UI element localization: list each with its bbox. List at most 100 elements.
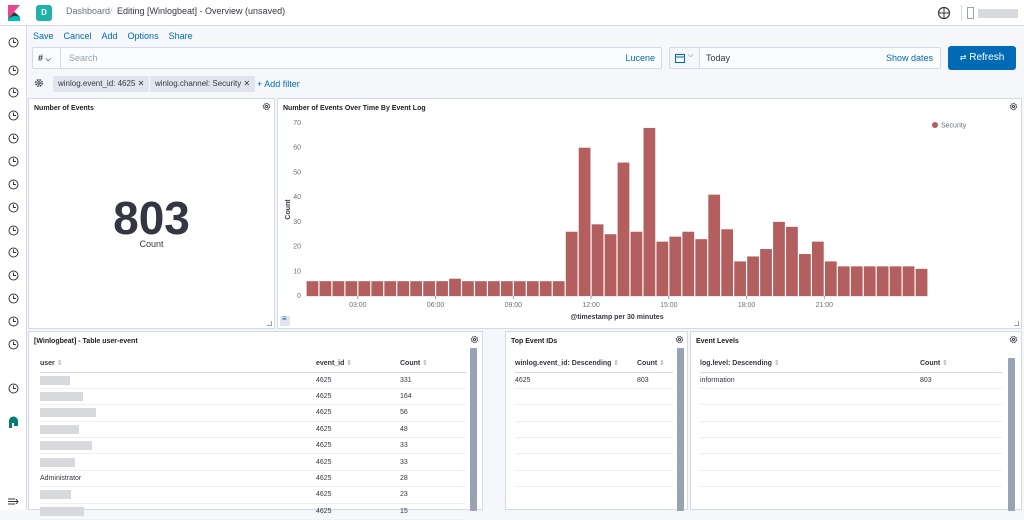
scrollbar[interactable] [677,348,684,511]
bar[interactable] [747,256,759,296]
query-language-toggle[interactable]: Lucene [625,53,655,63]
legend-toggle-button[interactable]: ≡ [280,314,290,326]
bar[interactable] [889,266,902,296]
bar[interactable] [423,281,435,296]
kibana-logo-icon[interactable] [8,5,20,21]
column-header-count[interactable]: Count ⇕ [920,354,1002,373]
bar[interactable] [384,281,397,296]
panel-options-gear-icon[interactable] [470,335,479,344]
uptime-icon[interactable] [7,269,20,282]
infrastructure-icon[interactable] [7,201,20,214]
breadcrumb-dashboard[interactable]: Dashboard [66,6,111,16]
bar[interactable] [552,281,565,296]
search-input[interactable]: Search [69,53,98,63]
bar[interactable] [721,229,734,296]
refresh-button[interactable]: ⇄ Refresh [948,46,1016,70]
resize-handle[interactable] [1014,321,1019,326]
column-header-user[interactable]: user ⇕ [40,354,316,373]
legend-item-security[interactable]: Security [941,123,967,130]
stack-monitoring-icon[interactable] [7,338,20,351]
save-link[interactable]: Save [33,31,54,41]
bar[interactable] [462,281,474,296]
management-icon[interactable] [7,382,20,395]
bar[interactable] [837,266,850,296]
bar[interactable] [488,281,500,296]
dashboard-icon[interactable] [7,109,20,122]
filter-pill[interactable]: winlog.event_id: 4625 ✕ [53,76,150,92]
sort-icon[interactable]: ⇕ [422,359,429,367]
bar[interactable] [526,281,539,296]
column-header-count[interactable]: Count ⇕ [400,354,466,373]
ml-icon[interactable] [7,178,20,191]
bar[interactable] [786,226,798,296]
filter-settings-gear-icon[interactable] [34,78,44,88]
bar[interactable] [397,281,410,296]
bar[interactable] [799,253,811,296]
bar[interactable] [332,281,345,296]
bar[interactable] [371,281,384,296]
recent-icon[interactable] [7,36,20,49]
bar[interactable] [863,266,876,296]
bar[interactable] [617,162,630,296]
maps-icon[interactable] [7,155,20,168]
resize-handle[interactable] [267,321,272,326]
options-link[interactable]: Options [127,31,159,41]
spaces-helmet-icon[interactable] [7,415,20,428]
sort-icon[interactable]: ⇕ [56,359,63,367]
quick-menu-button[interactable]: ⌵ [670,48,700,68]
sort-icon[interactable]: ⇕ [613,359,620,367]
user-menu[interactable] [961,5,1021,21]
bar[interactable] [513,281,526,296]
canvas-icon[interactable] [7,132,20,145]
close-icon[interactable]: ✕ [243,79,251,88]
add-link[interactable]: Add [101,31,118,41]
help-icon[interactable] [937,6,951,20]
siem-icon[interactable] [7,292,20,305]
saved-queries-button[interactable]: # ⌵ [33,48,61,68]
logs-icon[interactable] [7,224,20,237]
sort-icon[interactable]: ⇕ [346,359,353,367]
query-bar[interactable]: # ⌵ Search Lucene [32,47,662,69]
bar[interactable] [500,281,513,296]
apm-icon[interactable] [7,246,20,259]
bar[interactable] [824,261,837,296]
cancel-link[interactable]: Cancel [63,31,92,41]
bar[interactable] [760,249,772,296]
close-icon[interactable]: ✕ [137,79,145,88]
date-value[interactable]: Today [706,53,731,63]
bar[interactable] [449,278,461,296]
bar[interactable] [630,231,643,296]
sort-icon[interactable]: ⇕ [942,359,949,367]
column-header-event-id[interactable]: event_id ⇕ [316,354,400,373]
show-dates-link[interactable]: Show dates [885,53,933,63]
panel-options-gear-icon[interactable] [1009,335,1018,344]
bar[interactable] [682,231,695,296]
bar[interactable] [410,281,423,296]
bar[interactable] [306,281,319,296]
bar[interactable] [345,281,358,296]
bar[interactable] [656,241,669,296]
sort-icon[interactable]: ⇕ [659,359,666,367]
panel-options-gear-icon[interactable] [1009,102,1018,111]
column-header-event-id[interactable]: winlog.event_id: Descending ⇕ [515,354,637,373]
bar[interactable] [565,231,578,296]
bar[interactable] [695,239,708,296]
filter-pill[interactable]: winlog.channel: Security ✕ [150,76,256,92]
bar[interactable] [734,261,746,296]
bar[interactable] [475,281,487,296]
bar[interactable] [915,268,928,296]
add-filter-link[interactable]: + Add filter [257,79,300,89]
sort-icon[interactable]: ⇕ [773,359,780,367]
bar[interactable] [604,234,617,296]
column-header-log-level[interactable]: log.level: Descending ⇕ [700,354,920,373]
bar[interactable] [902,266,915,296]
bar[interactable] [591,224,604,296]
bar[interactable] [319,281,332,296]
scrollbar[interactable] [1008,358,1015,511]
space-avatar[interactable]: D [36,5,52,21]
bar[interactable] [643,127,656,296]
bar[interactable] [773,221,785,296]
share-link[interactable]: Share [168,31,193,41]
bar[interactable] [876,266,889,296]
visualize-icon[interactable] [7,86,20,99]
